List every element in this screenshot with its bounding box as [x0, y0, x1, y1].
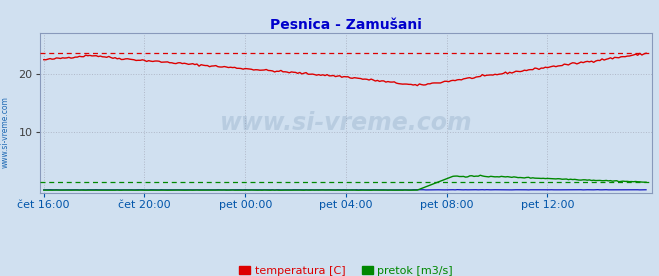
Title: Pesnica - Zamušani: Pesnica - Zamušani [270, 18, 422, 32]
Text: www.si-vreme.com: www.si-vreme.com [1, 97, 10, 168]
Legend: temperatura [C], pretok [m3/s]: temperatura [C], pretok [m3/s] [235, 261, 457, 276]
Text: www.si-vreme.com: www.si-vreme.com [219, 111, 473, 135]
